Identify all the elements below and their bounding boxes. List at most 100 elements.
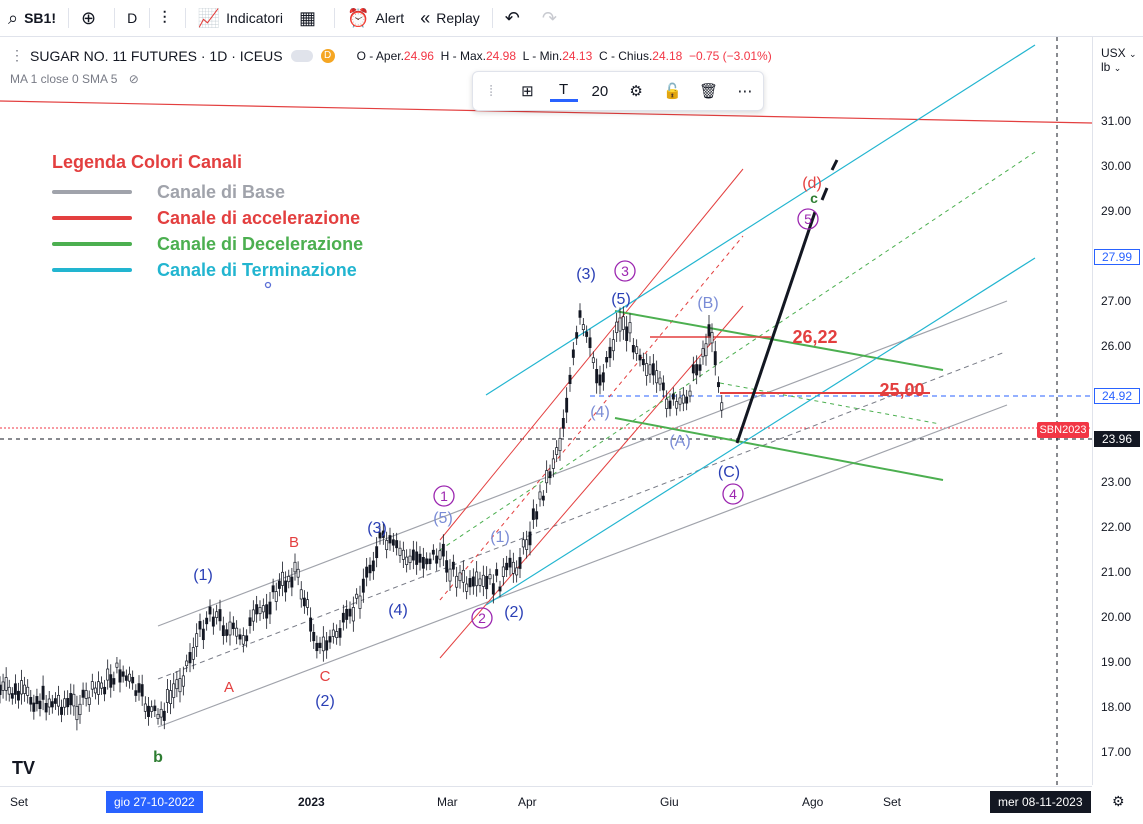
price-tick: 19.00 (1101, 655, 1132, 669)
candle-body (448, 568, 452, 582)
candle-body (378, 532, 382, 539)
candle-body (535, 511, 539, 520)
candle-body (251, 609, 255, 622)
wave-label-blue: (2) (504, 604, 524, 621)
candle-body (408, 555, 412, 563)
candle-body (704, 343, 708, 357)
toggle-icon[interactable] (290, 49, 313, 62)
redo-icon: ↷ (541, 7, 557, 28)
candle-body (325, 640, 329, 651)
candle-body (309, 617, 313, 632)
candle-body (284, 580, 288, 593)
candle-body (341, 612, 345, 623)
chart-type-button[interactable]: ⫶ (154, 0, 181, 36)
candle-body (491, 583, 495, 595)
close-label: C - Chius. (598, 48, 653, 63)
candle-body (578, 310, 582, 318)
candle-body (335, 631, 339, 639)
accel-channel-mid (439, 235, 744, 601)
candle-body (478, 578, 482, 586)
candle-body (159, 708, 163, 718)
price-chart[interactable]: 26,22 25,00 (1) (2) (3) (4) (5) (1) (2) (3) (4) (5)… (0, 37, 1092, 785)
candle-body (188, 652, 192, 664)
wave-label-blue: (1) (490, 529, 510, 546)
price-axis[interactable] (1092, 37, 1143, 785)
candle-body (315, 642, 319, 652)
candles-icon: ⫶ (162, 7, 167, 28)
candle-body (290, 576, 294, 588)
time-tick: Set (883, 795, 902, 809)
channel-legend-row: Canale di Base (52, 179, 363, 205)
text-color-icon[interactable]: T (549, 81, 578, 102)
time-tick: Set (10, 795, 29, 809)
redo-button[interactable]: ↷ (534, 0, 571, 36)
series-title[interactable]: SUGAR NO. 11 FUTURES · 1D · ICEUS (30, 47, 283, 64)
candle-body (35, 696, 39, 705)
decel-dashed-2 (719, 382, 941, 425)
wave-label-red: A (224, 679, 234, 696)
compare-button[interactable]: ⊕ (73, 0, 110, 36)
font-size-button[interactable]: 20 (591, 82, 609, 100)
candle-body (625, 326, 629, 341)
grid-icon: ▦ (298, 7, 316, 28)
crosshair-date-left: gio 27-10-2022 (106, 791, 203, 813)
currency-unit-selector[interactable]: USX ⌄ lb ⌄ (1101, 46, 1137, 74)
replay-button[interactable]: « Replay (412, 0, 488, 36)
candle-body (97, 681, 100, 695)
base-channel-lower (157, 404, 1008, 728)
candle-body (588, 337, 592, 349)
candle-body (508, 557, 512, 568)
candle-body (495, 569, 499, 576)
candle-body (595, 369, 599, 384)
lock-icon[interactable]: 🔓 (663, 83, 682, 100)
accel-channel-lower (439, 305, 744, 659)
candle-body (201, 628, 205, 641)
candle-body (355, 593, 359, 599)
candle-body (695, 364, 699, 376)
candle-body (44, 702, 48, 713)
candle-body (147, 705, 150, 717)
templates-button[interactable]: ▦ (291, 0, 330, 36)
drag-handle-icon[interactable]: ⁞ (489, 82, 494, 100)
candle-body (391, 539, 395, 546)
settings-gear-icon[interactable]: ⚙ (629, 83, 643, 100)
trash-icon[interactable]: 🗑 (699, 83, 719, 100)
open-value: 24.96 (403, 48, 434, 63)
delay-badge: D (320, 48, 335, 63)
interval-button[interactable]: D (127, 10, 138, 26)
candle-body (17, 690, 20, 701)
wave-circle-purple (433, 485, 455, 507)
undo-button[interactable]: ↶ (497, 0, 534, 36)
candle-body (218, 609, 222, 622)
symbol-search[interactable]: ⌕ SB1! (0, 0, 64, 36)
wave-label-blue: (B) (697, 295, 718, 312)
candle-body (103, 686, 107, 695)
settings-gear-icon[interactable]: ⚙ (1112, 793, 1125, 809)
candle-body (710, 332, 714, 344)
alert-button[interactable]: ⏰ Alert (339, 0, 412, 36)
channel-swatch-base (52, 190, 132, 194)
wave-label-blue: (C) (718, 464, 740, 481)
more-icon[interactable]: ⋯ (737, 83, 753, 100)
candle-body (7, 686, 11, 695)
wave-circle-purple (797, 208, 819, 230)
candle-body (431, 549, 435, 555)
wave-label-blue: (2) (315, 693, 335, 710)
low-label: L - Min. (522, 48, 563, 63)
candle-body (481, 574, 485, 587)
channel-legend-row: Canale di Decelerazione (52, 231, 363, 257)
channel-label-term: Canale di Terminazione (157, 259, 357, 280)
candle-body (47, 698, 51, 708)
eye-off-icon[interactable]: ⊘ (128, 72, 139, 86)
candle-body (471, 576, 475, 587)
candle-body (425, 558, 429, 565)
templates-icon[interactable]: ⊞ (521, 83, 534, 100)
candle-body (681, 394, 685, 404)
price-tick: 18.00 (1101, 700, 1132, 714)
indicators-button[interactable]: 📈 Indicatori (190, 0, 291, 36)
ma-indicator-legend[interactable]: MA 1 close 0 SMA 5 ⊘ (10, 72, 139, 86)
alert-label: Alert (375, 10, 405, 26)
time-axis[interactable]: Set gio 27-10-2022 2023 Mar Apr Giu Ago … (0, 786, 1092, 817)
candle-body (162, 710, 166, 721)
price-tick: 31.00 (1101, 114, 1132, 128)
